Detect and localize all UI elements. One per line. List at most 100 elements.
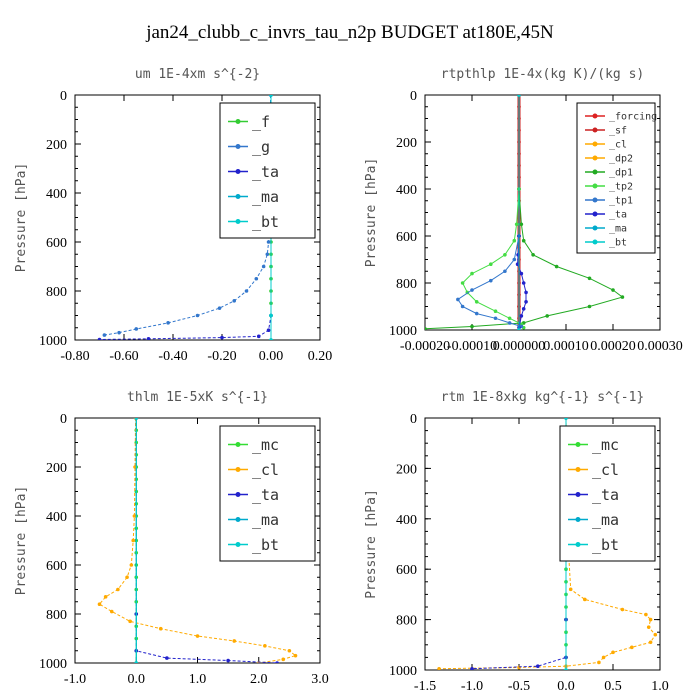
data-point-tp2	[507, 316, 512, 321]
legend-label: _mc	[592, 436, 619, 454]
legend-marker	[592, 141, 598, 147]
y-axis-label: Pressure [hPa]	[364, 158, 379, 268]
data-point-g	[265, 252, 270, 257]
legend-label: _bt	[252, 536, 279, 554]
data-point-tp2	[460, 281, 465, 285]
legend-label: _sf	[609, 126, 627, 137]
legend-label: _cl	[592, 461, 619, 479]
legend-marker	[235, 542, 241, 547]
legend-label: _dp1	[609, 168, 633, 179]
legend-marker	[592, 113, 598, 119]
data-point-ta	[536, 664, 540, 669]
data-point-g	[134, 327, 139, 331]
data-point-cl	[611, 650, 615, 655]
legend-marker	[235, 169, 241, 174]
series-line-tp2	[461, 95, 525, 328]
data-point-bt	[134, 418, 139, 420]
figure-title: jan24_clubb_c_invrs_tau_n2p BUDGET at180…	[146, 22, 554, 43]
data-point-ta	[220, 335, 224, 340]
data-point-g	[261, 264, 266, 269]
data-point-dp1	[545, 314, 549, 318]
y-tick-label: 1000	[389, 664, 417, 679]
y-tick-label: 600	[46, 236, 67, 251]
series-line-ta	[471, 418, 567, 670]
data-point-bt	[269, 338, 273, 340]
x-tick-label: 2.0	[250, 672, 268, 687]
data-point-bt	[269, 95, 273, 97]
x-tick-label: 3.0	[311, 672, 329, 687]
data-point-g	[254, 276, 259, 281]
x-tick-label: 1.0	[189, 672, 207, 687]
data-point-cl	[517, 665, 521, 670]
y-tick-label: 1000	[39, 657, 67, 672]
legend-label: _ta	[609, 210, 627, 221]
legend-marker	[592, 239, 598, 245]
x-tick-label: 0.00020	[590, 339, 636, 354]
x-tick-label: 0.00030	[637, 339, 683, 354]
legend-marker	[575, 517, 581, 522]
legend-marker	[235, 467, 241, 472]
data-point-tp1	[474, 311, 479, 316]
data-point-cl	[158, 626, 163, 631]
data-point-dp1	[611, 288, 615, 292]
data-point-ta	[524, 300, 528, 304]
legend-marker	[235, 492, 241, 497]
data-point-cl	[648, 640, 653, 645]
data-point-bt	[269, 313, 273, 318]
data-point-dp1	[531, 253, 535, 257]
y-axis-label: Pressure [hPa]	[14, 486, 29, 596]
data-point-bt	[564, 668, 568, 670]
data-point-cl	[620, 607, 625, 612]
data-point-cl	[132, 514, 137, 518]
legend-marker	[592, 211, 598, 217]
data-point-cl	[630, 645, 634, 650]
data-point-cl	[129, 563, 134, 567]
legend-marker	[575, 492, 581, 497]
data-point-g	[244, 289, 249, 293]
data-point-g	[266, 240, 271, 244]
legend-label: _ta	[252, 486, 279, 504]
legend-label: _forcing	[609, 112, 657, 123]
data-point-dp1	[554, 264, 559, 269]
legend-marker	[235, 442, 241, 447]
x-tick-label: 0.000000	[493, 339, 546, 354]
data-point-cl	[281, 657, 286, 662]
x-tick-label: 0.5	[604, 679, 622, 694]
data-point-dp1	[587, 276, 592, 281]
data-point-cl	[646, 625, 651, 629]
data-point-cl	[125, 575, 129, 580]
data-point-bt	[517, 328, 521, 330]
x-tick-label: -1.5	[414, 679, 436, 694]
panel-title: rtm 1E-8xkg kg^{-1} s^{-1}	[441, 390, 645, 405]
legend-marker	[575, 542, 581, 547]
data-point-ta	[519, 271, 524, 276]
data-point-ta	[519, 314, 524, 318]
data-point-tp2	[493, 309, 498, 314]
legend-label: _ma	[252, 511, 279, 529]
data-point-dp1	[519, 222, 524, 227]
legend-label: _cl	[252, 461, 279, 479]
y-tick-label: 0	[60, 412, 67, 427]
y-tick-label: 200	[46, 138, 67, 153]
data-point-cl	[437, 666, 441, 670]
data-point-tp1	[489, 278, 493, 283]
y-tick-label: 200	[396, 462, 417, 477]
data-point-dp1	[521, 238, 526, 243]
legend-label: _tp2	[609, 182, 633, 193]
y-tick-label: 0	[410, 89, 417, 104]
data-point-ta	[256, 334, 261, 339]
y-tick-label: 200	[46, 461, 67, 476]
x-tick-label: 0.0	[557, 679, 575, 694]
legend-label: _ma	[592, 511, 619, 529]
y-tick-label: 0	[410, 412, 417, 427]
x-tick-label: 0.20	[308, 349, 333, 364]
chart-panel-2: rtpthlp 1E-4x(kg K)/(kg s) Pressure [hPa]…	[364, 67, 683, 354]
legend-label: _dp2	[609, 154, 633, 165]
x-tick-label: -0.40	[158, 349, 187, 364]
data-point-cl	[648, 617, 653, 622]
data-point-tp1	[503, 269, 507, 274]
data-point-g	[232, 299, 237, 303]
data-point-cl	[109, 609, 114, 614]
y-tick-label: 200	[396, 136, 417, 151]
data-point-cl	[128, 619, 132, 624]
